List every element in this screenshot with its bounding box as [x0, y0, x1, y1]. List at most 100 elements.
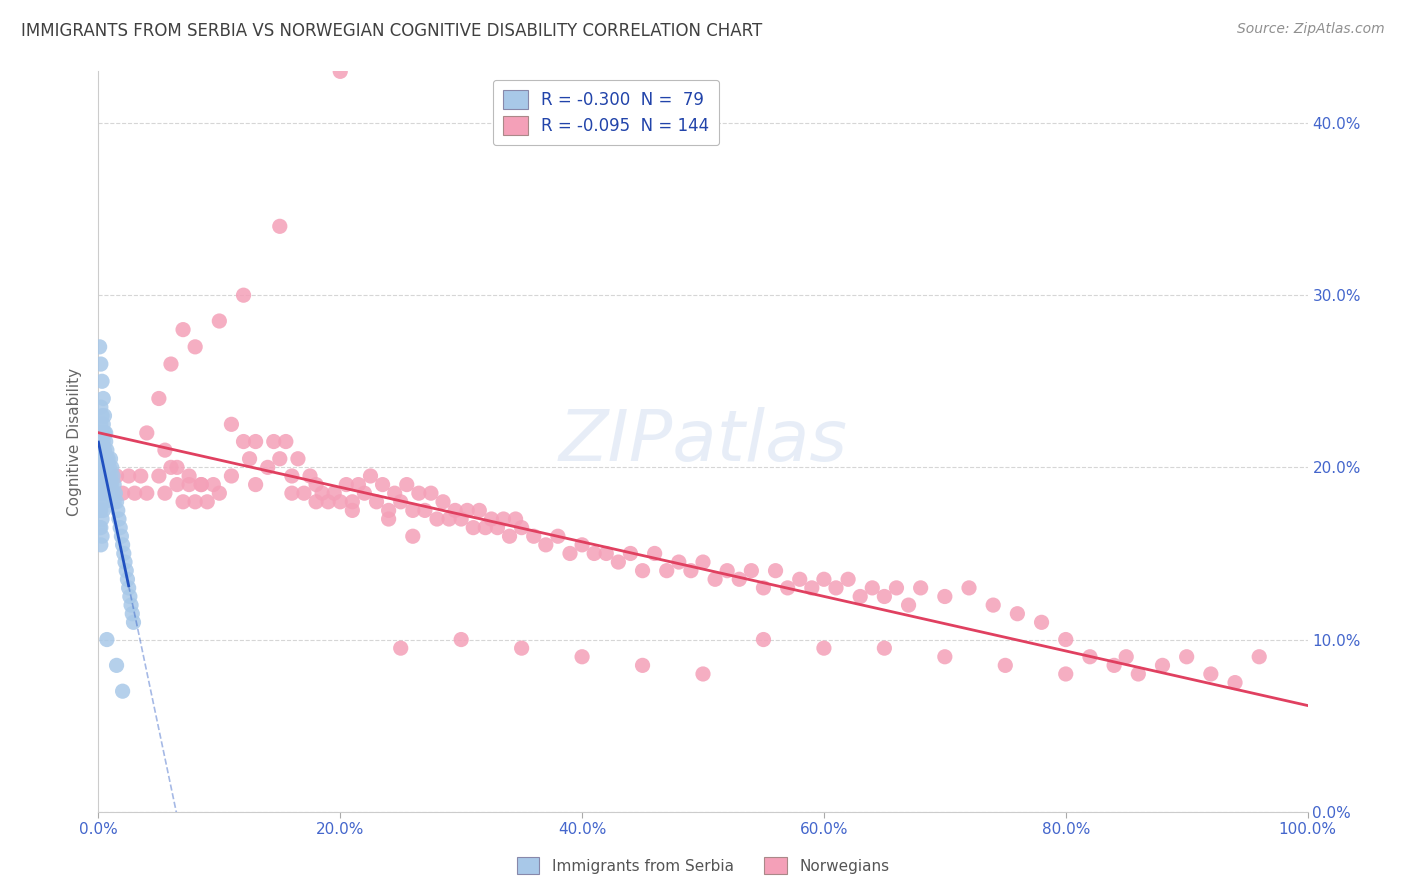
Point: [1128, 667, 1150, 681]
Point: [800, 581, 823, 595]
Point: [221, 469, 243, 483]
Point: [118, 581, 141, 595]
Point: [934, 590, 956, 604]
Point: [432, 495, 454, 509]
Point: [263, 434, 285, 449]
Point: [148, 392, 170, 406]
Point: [1054, 632, 1077, 647]
Point: [765, 564, 787, 578]
Point: [124, 486, 146, 500]
Point: [90, 486, 112, 500]
Point: [112, 546, 135, 560]
Point: [91, 460, 114, 475]
Point: [789, 572, 811, 586]
Point: [353, 486, 375, 500]
Point: [323, 486, 346, 500]
Text: ZIPatlas: ZIPatlas: [558, 407, 848, 476]
Point: [208, 314, 231, 328]
Point: [118, 469, 141, 483]
Point: [153, 443, 176, 458]
Point: [1054, 667, 1077, 681]
Point: [184, 340, 207, 354]
Point: [1115, 649, 1137, 664]
Point: [1199, 667, 1222, 681]
Point: [558, 546, 581, 560]
Point: [135, 486, 157, 500]
Point: [89, 521, 111, 535]
Point: [245, 434, 267, 449]
Point: [692, 555, 714, 569]
Point: [89, 340, 111, 354]
Point: [160, 357, 183, 371]
Point: [104, 486, 127, 500]
Point: [91, 374, 114, 388]
Point: [692, 667, 714, 681]
Point: [90, 417, 112, 432]
Point: [107, 503, 129, 517]
Point: [450, 632, 472, 647]
Point: [90, 400, 112, 414]
Point: [342, 503, 364, 517]
Point: [498, 529, 520, 543]
Point: [776, 581, 799, 595]
Point: [1175, 649, 1198, 664]
Point: [179, 477, 201, 491]
Point: [91, 486, 114, 500]
Point: [93, 495, 115, 509]
Point: [450, 512, 472, 526]
Text: IMMIGRANTS FROM SERBIA VS NORWEGIAN COGNITIVE DISABILITY CORRELATION CHART: IMMIGRANTS FROM SERBIA VS NORWEGIAN COGN…: [21, 22, 762, 40]
Point: [413, 503, 436, 517]
Point: [100, 460, 122, 475]
Point: [90, 451, 112, 466]
Point: [93, 425, 115, 440]
Point: [135, 425, 157, 440]
Point: [94, 451, 117, 466]
Point: [474, 521, 496, 535]
Point: [172, 495, 194, 509]
Point: [463, 521, 485, 535]
Point: [873, 641, 896, 656]
Point: [395, 477, 418, 491]
Point: [910, 581, 932, 595]
Point: [402, 529, 425, 543]
Point: [813, 641, 835, 656]
Point: [179, 469, 201, 483]
Point: [91, 425, 114, 440]
Point: [704, 572, 727, 586]
Point: [384, 486, 406, 500]
Point: [100, 486, 122, 500]
Point: [813, 572, 835, 586]
Point: [148, 469, 170, 483]
Point: [426, 512, 449, 526]
Point: [166, 460, 188, 475]
Point: [366, 495, 388, 509]
Point: [873, 590, 896, 604]
Point: [299, 469, 322, 483]
Point: [93, 443, 115, 458]
Point: [105, 469, 128, 483]
Point: [94, 486, 117, 500]
Point: [89, 477, 111, 491]
Text: Source: ZipAtlas.com: Source: ZipAtlas.com: [1237, 22, 1385, 37]
Point: [287, 451, 309, 466]
Point: [120, 598, 142, 612]
Point: [752, 581, 775, 595]
Point: [1102, 658, 1125, 673]
Point: [129, 469, 152, 483]
Point: [377, 503, 399, 517]
Point: [329, 495, 352, 509]
Point: [631, 564, 654, 578]
Point: [93, 477, 115, 491]
Point: [994, 658, 1017, 673]
Point: [90, 503, 112, 517]
Point: [347, 477, 370, 491]
Point: [184, 495, 207, 509]
Point: [408, 486, 430, 500]
Point: [122, 615, 145, 630]
Point: [103, 495, 125, 509]
Point: [402, 503, 425, 517]
Point: [505, 512, 527, 526]
Point: [644, 546, 666, 560]
Point: [631, 658, 654, 673]
Point: [510, 641, 533, 656]
